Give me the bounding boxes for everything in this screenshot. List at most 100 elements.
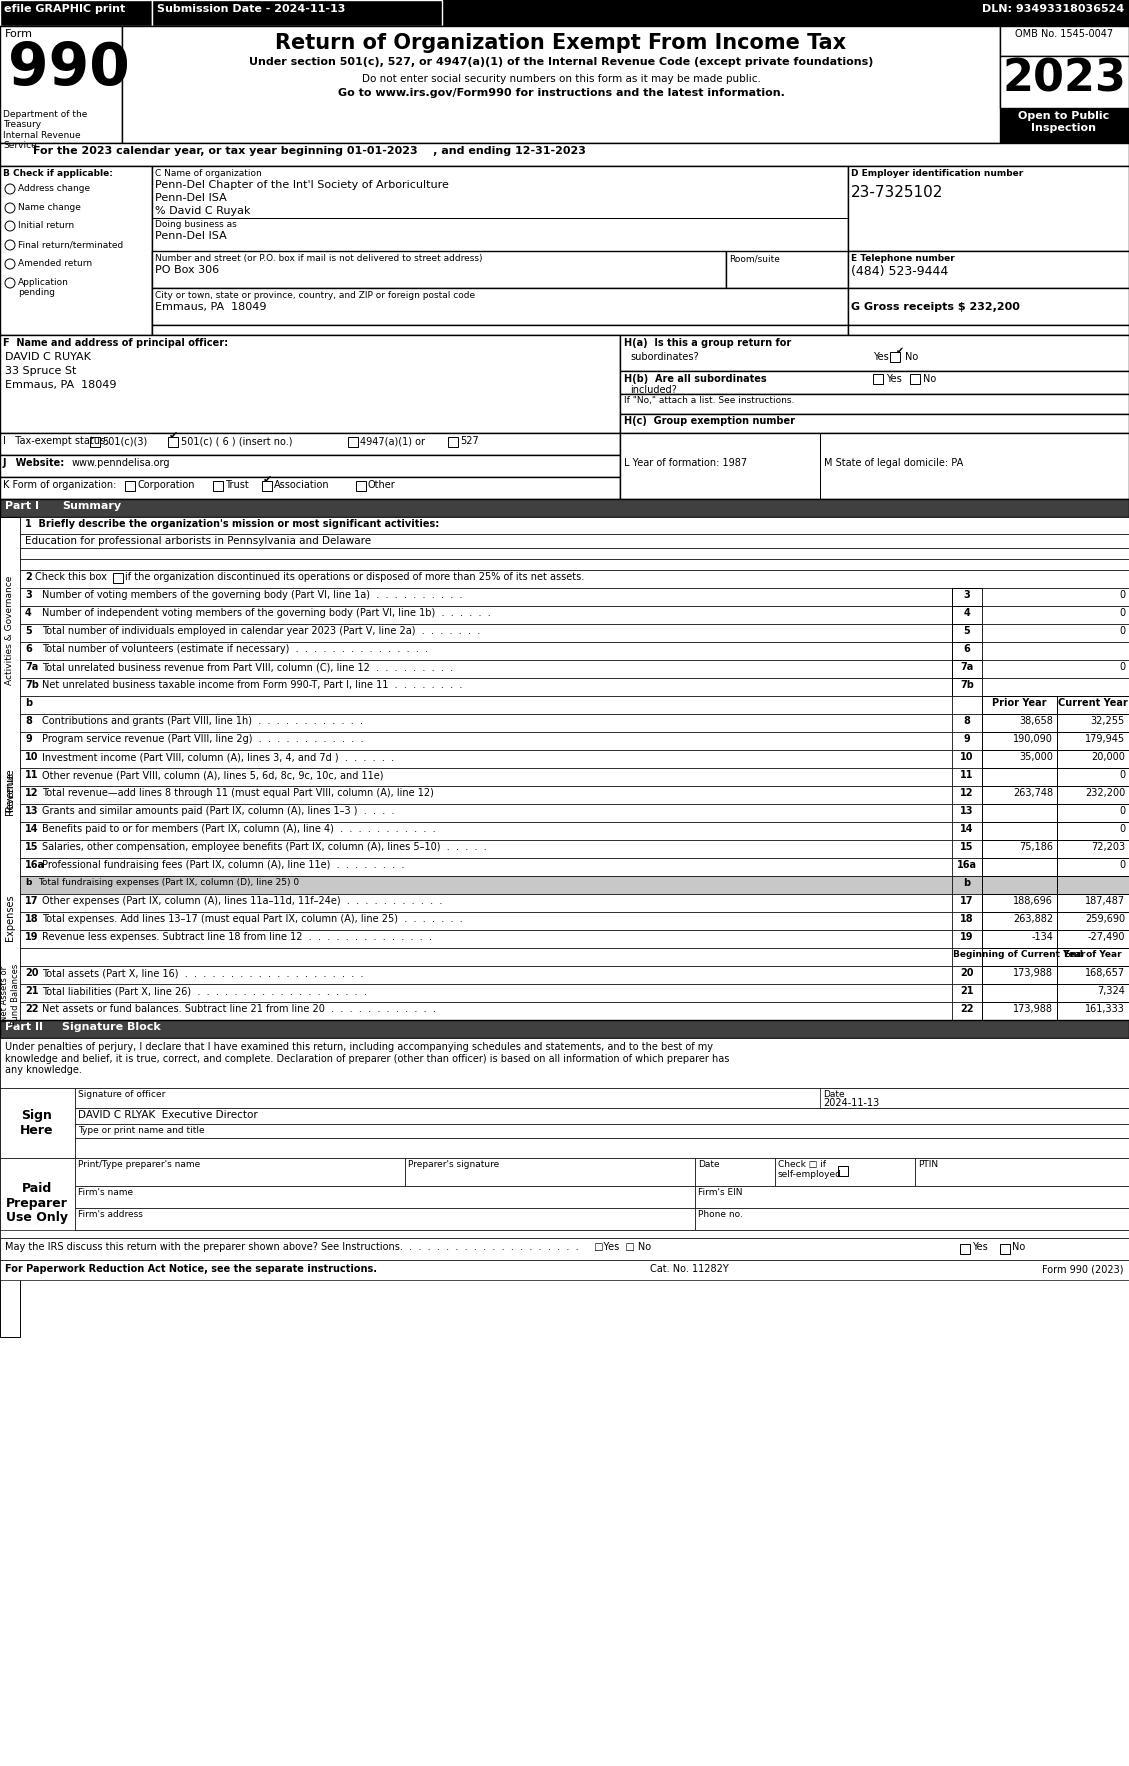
Bar	[952, 966, 982, 984]
Text: D Employer identification number: D Employer identification number	[851, 170, 1023, 178]
Text: 0: 0	[1119, 805, 1124, 816]
Text: 3: 3	[25, 590, 32, 600]
Bar	[982, 751, 1057, 768]
Bar	[952, 786, 982, 804]
Text: Initial return: Initial return	[18, 221, 75, 230]
Bar	[20, 768, 952, 786]
Bar	[20, 570, 1129, 588]
Text: Amended return: Amended return	[18, 260, 93, 268]
Text: 7,324: 7,324	[1097, 985, 1124, 996]
Text: M State of legal domicile: PA: M State of legal domicile: PA	[824, 457, 963, 468]
Text: Department of the
Treasury
Internal Revenue
Service: Department of the Treasury Internal Reve…	[3, 109, 87, 150]
Bar	[20, 731, 952, 751]
Bar	[152, 288, 848, 325]
Text: 7a: 7a	[961, 662, 973, 673]
Bar	[952, 876, 982, 894]
Text: Program service revenue (Part VIII, line 2g)  .  .  .  .  .  .  .  .  .  .  .  .: Program service revenue (Part VIII, line…	[42, 735, 364, 743]
Text: Professional fundraising fees (Part IX, column (A), line 11e)  .  .  .  .  .  . : Professional fundraising fees (Part IX, …	[42, 860, 404, 871]
Text: Number of voting members of the governing body (Part VI, line 1a)  .  .  .  .  .: Number of voting members of the governin…	[42, 590, 463, 600]
Text: May the IRS discuss this return with the preparer shown above? See Instructions.: May the IRS discuss this return with the…	[5, 1241, 651, 1252]
Text: Signature Block: Signature Block	[62, 1023, 160, 1031]
Text: No: No	[905, 351, 918, 362]
Text: DAVID C RUYAK: DAVID C RUYAK	[5, 351, 90, 362]
Bar	[982, 588, 1129, 606]
Text: Net assets or fund balances. Subtract line 21 from line 20  .  .  .  .  .  .  . : Net assets or fund balances. Subtract li…	[42, 1005, 436, 1014]
Text: B Check if applicable:: B Check if applicable:	[3, 170, 113, 178]
Text: 259,690: 259,690	[1085, 915, 1124, 924]
Bar	[982, 931, 1057, 948]
Text: 20: 20	[25, 968, 38, 978]
Bar	[20, 984, 952, 1001]
Text: 14: 14	[25, 825, 38, 834]
Bar	[838, 1166, 848, 1176]
Text: Print/Type preparer's name: Print/Type preparer's name	[78, 1160, 200, 1169]
Bar	[20, 560, 1129, 570]
Text: Penn-Del ISA: Penn-Del ISA	[155, 231, 227, 240]
Bar	[1057, 858, 1129, 876]
Bar	[20, 517, 1129, 533]
Bar	[820, 1088, 1129, 1107]
Bar	[620, 413, 1129, 433]
Bar	[122, 26, 1000, 143]
Text: Penn-Del Chapter of the Int'l Society of Arboriculture: Penn-Del Chapter of the Int'l Society of…	[155, 180, 449, 191]
Text: % David C Ruyak: % David C Ruyak	[155, 207, 251, 215]
Bar	[1057, 876, 1129, 894]
Text: Other: Other	[368, 480, 396, 489]
Text: Total unrelated business revenue from Part VIII, column (C), line 12  .  .  .  .: Total unrelated business revenue from Pa…	[42, 662, 453, 673]
Bar	[982, 911, 1057, 931]
Bar	[952, 894, 982, 911]
Bar	[20, 533, 1129, 547]
Text: PO Box 306: PO Box 306	[155, 265, 219, 275]
Bar	[952, 841, 982, 858]
Text: 188,696: 188,696	[1013, 895, 1053, 906]
Text: Emmaus, PA  18049: Emmaus, PA 18049	[5, 380, 116, 390]
Text: Penn-Del ISA: Penn-Del ISA	[155, 192, 227, 203]
Text: 0: 0	[1119, 825, 1124, 834]
Bar	[982, 894, 1057, 911]
Text: Part I: Part I	[5, 502, 40, 510]
Text: b: b	[963, 878, 971, 888]
Text: Room/suite: Room/suite	[729, 254, 780, 263]
Text: 3: 3	[964, 590, 970, 600]
Bar	[952, 623, 982, 643]
Bar	[848, 166, 1129, 251]
Text: 0: 0	[1119, 625, 1124, 636]
Bar	[20, 948, 952, 966]
Text: Other expenses (Part IX, column (A), lines 11a–11d, 11f–24e)  .  .  .  .  .  .  : Other expenses (Part IX, column (A), lin…	[42, 895, 443, 906]
Bar	[620, 371, 1129, 394]
Bar	[1057, 931, 1129, 948]
Bar	[90, 436, 100, 447]
Bar	[952, 1001, 982, 1021]
Text: Check □ if
self-employed: Check □ if self-employed	[778, 1160, 842, 1180]
Bar	[1057, 1001, 1129, 1021]
Bar	[356, 480, 366, 491]
Text: 75,186: 75,186	[1019, 842, 1053, 851]
Text: 12: 12	[961, 788, 973, 798]
Text: Total number of volunteers (estimate if necessary)  .  .  .  .  .  .  .  .  .  .: Total number of volunteers (estimate if …	[42, 645, 428, 653]
Text: 0: 0	[1119, 608, 1124, 618]
Bar	[848, 325, 1129, 336]
Text: Form: Form	[5, 28, 33, 39]
Bar	[726, 251, 848, 288]
Text: 4947(a)(1) or: 4947(a)(1) or	[360, 436, 425, 447]
Bar	[448, 436, 458, 447]
Text: No: No	[1012, 1241, 1025, 1252]
Text: Emmaus, PA  18049: Emmaus, PA 18049	[155, 302, 266, 313]
Text: Go to www.irs.gov/Form990 for instructions and the latest information.: Go to www.irs.gov/Form990 for instructio…	[338, 88, 785, 97]
Text: DLN: 93493318036524: DLN: 93493318036524	[982, 4, 1124, 14]
Text: H(b)  Are all subordinates: H(b) Are all subordinates	[624, 374, 767, 383]
Text: Expenses: Expenses	[5, 895, 15, 941]
Bar	[1000, 26, 1129, 57]
Bar	[982, 678, 1129, 696]
Bar	[20, 894, 952, 911]
Text: No: No	[924, 374, 936, 383]
Text: Under section 501(c), 527, or 4947(a)(1) of the Internal Revenue Code (except pr: Under section 501(c), 527, or 4947(a)(1)…	[248, 57, 873, 67]
Text: 0: 0	[1119, 662, 1124, 673]
Text: 13: 13	[961, 805, 973, 816]
Text: Firm's address: Firm's address	[78, 1210, 143, 1219]
Text: K Form of organization:: K Form of organization:	[3, 480, 116, 489]
Text: H(a)  Is this a group return for: H(a) Is this a group return for	[624, 337, 791, 348]
Bar	[982, 804, 1057, 821]
Bar	[1057, 841, 1129, 858]
Text: 16a: 16a	[957, 860, 977, 871]
